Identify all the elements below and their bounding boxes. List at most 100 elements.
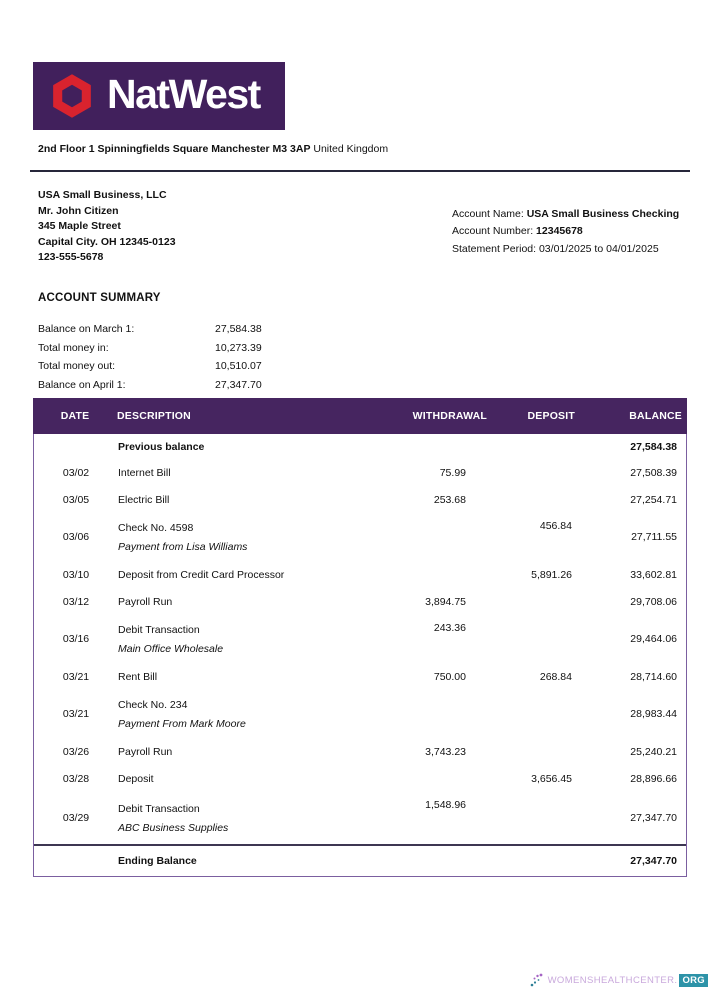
transaction-row: 03/26 Payroll Run 3,743.23 25,240.21 (34, 738, 686, 765)
transaction-description: Payroll Run (118, 588, 351, 615)
transaction-description-line2: Main Office Wholesale (118, 642, 224, 655)
transaction-description: Debit Transaction ABC Business Supplies (118, 792, 351, 844)
transaction-date: 03/02 (62, 466, 90, 479)
transaction-withdrawal: 750.00 (433, 670, 466, 683)
transaction-description-line1: Payroll Run (118, 595, 173, 608)
customer-line: Mr. John Citizen (38, 204, 119, 217)
watermark-org-badge: ORG (679, 974, 708, 987)
transaction-date: 03/29 (62, 812, 90, 824)
transaction-withdrawal (351, 561, 486, 588)
transaction-deposit (486, 434, 574, 459)
summary-label: Balance on April 1: (38, 378, 126, 391)
customer-line: USA Small Business, LLC (38, 189, 167, 201)
transaction-balance: 29,464.06 (630, 633, 677, 645)
transaction-deposit: 456.84 (539, 520, 572, 532)
statement-period-value: 03/01/2025 to 04/01/2025 (538, 242, 659, 255)
transaction-description-line1: Deposit from Credit Card Processor (118, 568, 285, 581)
bank-address-country: United Kingdom (310, 143, 389, 155)
transaction-withdrawal (351, 690, 486, 738)
transaction-description-line1: Debit Transaction (118, 802, 200, 815)
transaction-row: 03/29 Debit Transaction ABC Business Suppl… (34, 792, 686, 844)
transaction-date: 03/06 (62, 531, 90, 543)
transaction-withdrawal: 1,548.96 (425, 799, 466, 811)
transaction-description: Deposit (118, 765, 351, 792)
ending-balance-value: 27,347.70 (630, 855, 677, 867)
transaction-row: 03/21 Rent Bill 750.00 268.84 28,714.60 (34, 663, 686, 690)
transaction-date: 03/12 (62, 595, 90, 608)
transaction-row: Previous balance 27,584.38 (34, 434, 686, 459)
transaction-withdrawal: 3,894.75 (425, 595, 466, 608)
transaction-withdrawal (351, 513, 486, 561)
transaction-balance: 29,708.06 (630, 595, 677, 608)
statement-period-label: Statement Period: (452, 242, 539, 255)
transaction-balance: 33,602.81 (630, 568, 677, 581)
account-info-block: Account Name: USA Small Business Checkin… (452, 206, 679, 258)
transaction-date: 03/26 (62, 745, 90, 758)
transaction-date: 03/10 (62, 568, 90, 581)
natwest-logo-text: NatWest (107, 71, 261, 117)
column-header-date: DATE (60, 410, 90, 422)
customer-line: Capital City. OH 12345-0123 (38, 235, 176, 248)
transaction-balance: 28,896.66 (630, 772, 677, 785)
transaction-description: Check No. 234 Payment From Mark Moore (118, 690, 351, 738)
transaction-description-line1: Electric Bill (118, 493, 170, 506)
column-header-withdrawal: WITHDRAWAL (412, 410, 487, 422)
bank-address-main: 2nd Floor 1 Spinningfields Square Manche… (38, 143, 311, 155)
transactions-body: Previous balance 27,584.38 03/02 Internet B… (33, 434, 687, 877)
transaction-description-line1: Debit Transaction (118, 623, 200, 636)
transaction-description-line1: Check No. 4598 (118, 521, 194, 534)
transaction-deposit (486, 792, 574, 844)
header-divider (30, 170, 690, 172)
account-number-value: 12345678 (536, 225, 583, 238)
transaction-balance: 27,584.38 (630, 440, 677, 453)
transaction-description-line1: Deposit (118, 772, 154, 785)
transaction-description: Rent Bill (118, 663, 351, 690)
transaction-deposit (486, 459, 574, 486)
customer-line: 123-555-5678 (38, 251, 104, 263)
transaction-balance: 27,711.55 (631, 531, 677, 543)
summary-label: Balance on March 1: (38, 323, 135, 336)
transaction-withdrawal: 243.36 (433, 622, 466, 634)
transaction-deposit (486, 615, 574, 663)
transaction-description: Check No. 4598 Payment from Lisa Williams (118, 513, 351, 561)
transaction-deposit: 268.84 (539, 670, 572, 683)
transaction-row: 03/02 Internet Bill 75.99 27,508.39 (34, 459, 686, 486)
transaction-withdrawal: 75.99 (439, 466, 466, 479)
account-number-label: Account Number: (452, 225, 537, 238)
watermark-text: WOMENSHEALTHCENTER. (547, 975, 678, 986)
transaction-deposit (486, 486, 574, 513)
transaction-date: 03/05 (62, 493, 90, 506)
transactions-table: DATE DESCRIPTION WITHDRAWAL DEPOSIT BALA… (33, 398, 687, 877)
transaction-row: 03/10 Deposit from Credit Card Processor 5… (34, 561, 686, 588)
transaction-withdrawal: 3,743.23 (425, 745, 466, 758)
bank-address: 2nd Floor 1 Spinningfields Square Manche… (38, 143, 388, 155)
transaction-withdrawal (351, 765, 486, 792)
account-name-value: USA Small Business Checking (526, 208, 680, 220)
transaction-date: 03/21 (62, 708, 90, 720)
account-number-line: Account Number: 12345678 (452, 223, 679, 240)
transaction-description-line1: Check No. 234 (118, 698, 188, 711)
transaction-date: 03/28 (62, 772, 90, 785)
transaction-row: 03/16 Debit Transaction Main Office Wholes… (34, 615, 686, 663)
summary-row: Total money out: 10,510.07 (38, 357, 368, 376)
transaction-description-line2: Payment From Mark Moore (118, 717, 246, 730)
transaction-row: 03/21 Check No. 234 Payment From Mark Moor… (34, 690, 686, 738)
transaction-description-line1: Internet Bill (118, 466, 171, 479)
account-name-line: Account Name: USA Small Business Checkin… (452, 206, 679, 223)
transaction-description: Debit Transaction Main Office Wholesale (118, 615, 351, 663)
transaction-description: Internet Bill (118, 459, 351, 486)
transaction-balance: 27,508.39 (630, 466, 677, 479)
summary-value: 10,510.07 (215, 360, 262, 373)
transaction-balance: 27,347.70 (630, 812, 677, 824)
transaction-date: 03/16 (62, 633, 90, 645)
transaction-deposit (486, 738, 574, 765)
summary-value: 27,584.38 (215, 323, 262, 336)
transaction-balance: 28,714.60 (630, 670, 677, 683)
transaction-balance: 28,983.44 (630, 708, 677, 720)
statement-period-line: Statement Period: 03/01/2025 to 04/01/20… (452, 241, 679, 258)
transaction-row: 03/05 Electric Bill 253.68 27,254.71 (34, 486, 686, 513)
summary-label: Total money in: (38, 341, 109, 354)
transaction-description: Payroll Run (118, 738, 351, 765)
transaction-withdrawal: 253.68 (433, 493, 466, 506)
transaction-description: Previous balance (118, 434, 351, 459)
